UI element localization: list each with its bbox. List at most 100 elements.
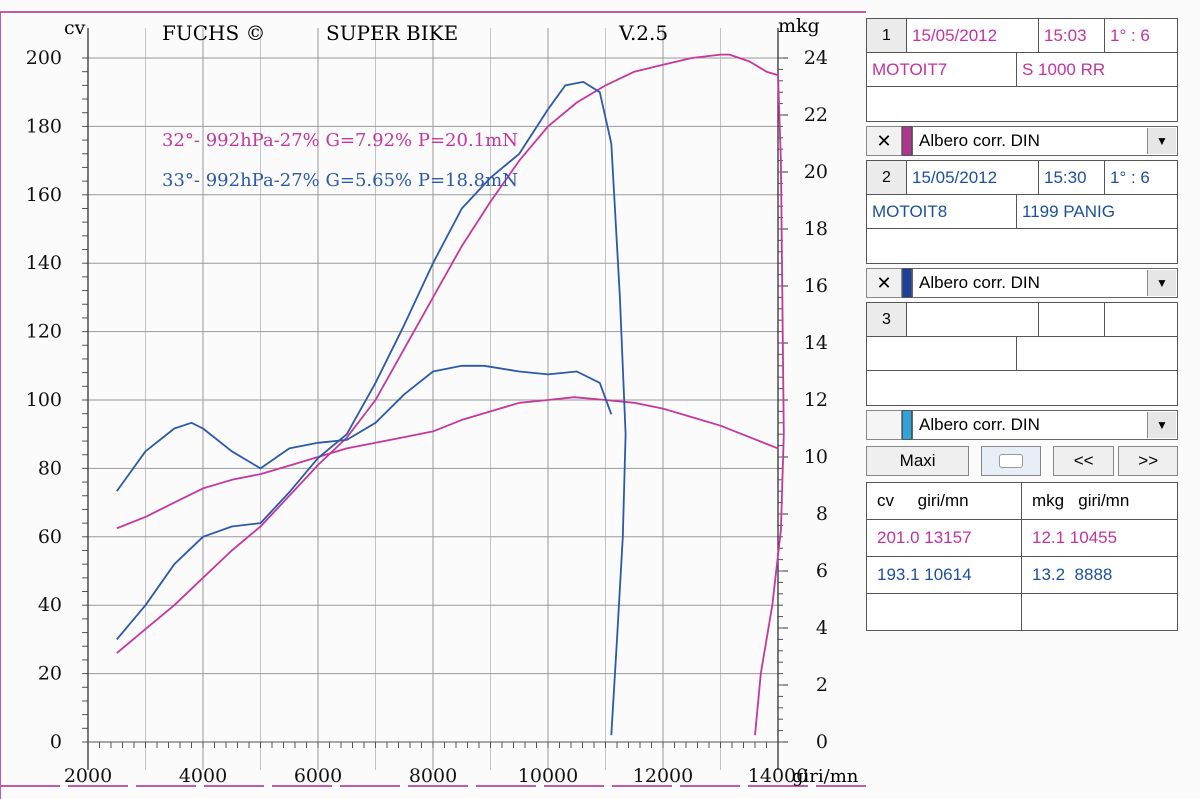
run-1-close-icon[interactable]: ✕ <box>866 126 902 156</box>
run-3-blank <box>866 370 1178 406</box>
x-unit-label: giri/mn <box>792 766 859 787</box>
toolbar: Maxi << >> <box>866 446 1178 478</box>
legend-entry-1: 32°- 992hPa-27% G=7.92% P=20.1mN <box>162 130 518 151</box>
previous-button[interactable]: << <box>1052 446 1115 476</box>
left-unit-label: cv <box>64 17 86 39</box>
run-3-header: 3 <box>866 302 1178 336</box>
run-3-correction-select[interactable]: Albero corr. DIN ▼ <box>912 410 1178 440</box>
dyno-chart: 2000 4000 6000 8000 10000 12000 14000020406080… <box>0 11 866 799</box>
table-row: 193.1 10614 13.2 8888 <box>867 557 1177 594</box>
run-2-number[interactable]: 2 <box>867 161 907 194</box>
legend-entry-2: 33°- 992hPa-27% G=5.65% P=18.8mN <box>162 170 518 191</box>
run-2-correction-label: Albero corr. DIN <box>919 273 1040 292</box>
run-1-date: 15/05/2012 <box>907 19 1039 52</box>
y-tick-label: 40 <box>38 594 62 616</box>
run-2-close-icon[interactable]: ✕ <box>866 268 902 298</box>
run-1-gear: 1° : 6 <box>1110 25 1150 45</box>
next-button[interactable]: >> <box>1118 446 1178 476</box>
x-tick-label: 6000 <box>294 765 342 787</box>
run-2-date: 15/05/2012 <box>907 161 1039 194</box>
y2-tick-label: 12 <box>804 389 828 411</box>
series-line-3 <box>116 81 627 736</box>
run-3-correction-row: Albero corr. DIN ▼ <box>866 408 1178 442</box>
run-2-correction-row: ✕ Albero corr. DIN ▼ <box>866 266 1178 300</box>
table-header-row: cv giri/mn mkg giri/mn <box>867 483 1177 520</box>
run-3-number[interactable]: 3 <box>867 303 907 336</box>
chevron-down-icon[interactable]: ▼ <box>1147 270 1176 296</box>
table-header-power: cv giri/mn <box>867 483 1022 519</box>
run-2-gear: 1° : 6 <box>1110 167 1150 187</box>
maxi-button[interactable]: Maxi <box>866 446 970 476</box>
x-tick-label: 10000 <box>518 765 578 787</box>
run-3-close-slot[interactable] <box>866 410 902 440</box>
y2-tick-label: 6 <box>816 560 828 582</box>
run-3-code <box>867 337 1017 370</box>
y-tick-label: 120 <box>26 321 62 343</box>
run-1-blank <box>866 86 1178 122</box>
run-1-color-swatch <box>902 126 912 156</box>
run-1-code: MOTOIT7 <box>867 53 1017 86</box>
table-header-torque: mkg giri/mn <box>1032 491 1130 510</box>
y2-tick-label: 16 <box>804 275 828 297</box>
y-tick-label: 80 <box>38 457 62 479</box>
run-2-blank <box>866 228 1178 264</box>
header-version: V.2.5 <box>618 21 668 45</box>
run-3-max-power <box>867 594 1022 630</box>
run-2-correction-select[interactable]: Albero corr. DIN ▼ <box>912 268 1178 298</box>
run-2-color-swatch <box>902 268 912 298</box>
right-unit-label: mkg <box>778 15 820 37</box>
series-line-1 <box>116 53 785 736</box>
y2-tick-label: 10 <box>804 446 828 468</box>
chevron-down-icon[interactable]: ▼ <box>1147 412 1176 438</box>
run-1-correction-select[interactable]: Albero corr. DIN ▼ <box>912 126 1178 156</box>
print-button[interactable] <box>981 446 1041 476</box>
run-3-date <box>907 303 1039 336</box>
printer-icon <box>999 454 1024 468</box>
run-3-model <box>1017 337 1177 370</box>
run-2-header: 2 15/05/2012 15:30 1° : 6 <box>866 160 1178 194</box>
run-1-header: 1 15/05/2012 15:03 1° : 6 <box>866 18 1178 52</box>
run-3-gear <box>1105 303 1177 336</box>
y2-tick-label: 2 <box>816 674 828 696</box>
run-2-max-torque: 13.2 8888 <box>1032 565 1113 584</box>
grid <box>87 28 779 770</box>
run-2-code: MOTOIT8 <box>867 195 1017 228</box>
table-row <box>867 594 1177 630</box>
run-1-max-power: 201.0 13157 <box>867 520 1022 556</box>
series-line-2 <box>116 396 779 530</box>
chevron-down-icon[interactable]: ▼ <box>1147 128 1176 154</box>
run-3-color-swatch <box>902 410 912 440</box>
run-3-info <box>866 336 1178 370</box>
table-row: 201.0 13157 12.1 10455 <box>867 520 1177 557</box>
run-2-max-power: 193.1 10614 <box>867 557 1022 593</box>
y2-tick-label: 18 <box>804 218 828 240</box>
run-panel: 1 15/05/2012 15:03 1° : 6 MOTOIT7 S 1000… <box>866 18 1178 631</box>
x-tick-label: 12000 <box>633 765 693 787</box>
y2-tick-label: 4 <box>816 617 828 639</box>
header-center: SUPER BIKE <box>326 21 458 45</box>
run-1-correction-label: Albero corr. DIN <box>919 131 1040 150</box>
run-1-number[interactable]: 1 <box>867 19 907 52</box>
y-tick-label: 180 <box>26 115 62 137</box>
x-tick-label: 4000 <box>179 765 227 787</box>
y-tick-label: 60 <box>38 526 62 548</box>
run-2-model: 1199 PANIG <box>1022 201 1115 221</box>
y-tick-label: 100 <box>26 389 62 411</box>
x-tick-label: 2000 <box>64 765 112 787</box>
run-1-correction-row: ✕ Albero corr. DIN ▼ <box>866 124 1178 158</box>
run-1-max-torque: 12.1 10455 <box>1032 528 1118 547</box>
max-values-table: cv giri/mn mkg giri/mn 201.0 13157 12.1 … <box>866 482 1178 631</box>
run-2-info: MOTOIT8 1199 PANIG <box>866 194 1178 228</box>
y2-tick-label: 24 <box>804 47 828 69</box>
run-1-info: MOTOIT7 S 1000 RR <box>866 52 1178 86</box>
y-tick-label: 140 <box>26 252 62 274</box>
y2-tick-label: 22 <box>804 104 828 126</box>
run-2-time: 15:30 <box>1039 161 1105 194</box>
run-3-correction-label: Albero corr. DIN <box>919 415 1040 434</box>
series-lines <box>116 53 785 736</box>
y2-tick-label: 0 <box>816 731 828 753</box>
y-tick-label: 0 <box>50 731 62 753</box>
y-tick-label: 160 <box>26 184 62 206</box>
run-3-max-torque <box>1022 594 1177 630</box>
y2-tick-label: 8 <box>816 503 828 525</box>
